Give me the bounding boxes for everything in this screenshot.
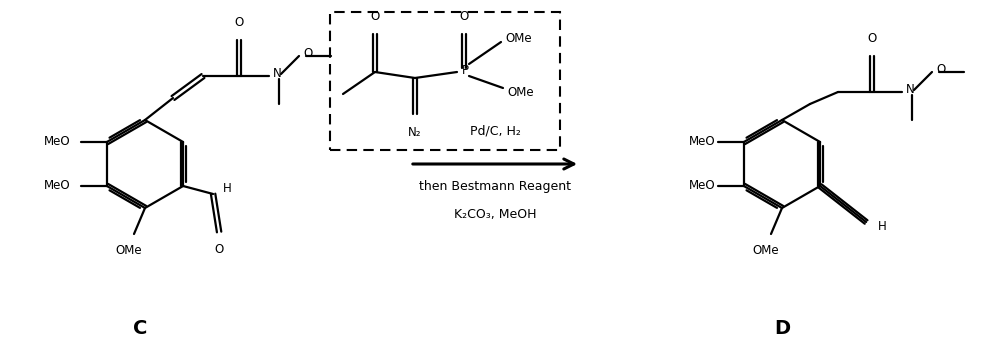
Text: MeO: MeO — [44, 135, 71, 148]
Text: K₂CO₃, MeOH: K₂CO₃, MeOH — [454, 208, 536, 221]
Text: O: O — [867, 32, 877, 45]
Text: O: O — [936, 64, 945, 77]
Text: N: N — [906, 83, 915, 96]
Text: MeO: MeO — [44, 180, 71, 193]
Text: O: O — [459, 10, 469, 23]
Text: C: C — [133, 318, 147, 338]
Text: then Bestmann Reagent: then Bestmann Reagent — [419, 180, 571, 193]
Text: N: N — [273, 67, 282, 80]
Text: H: H — [223, 183, 232, 196]
Text: N₂: N₂ — [408, 126, 422, 139]
Text: Pd/C, H₂: Pd/C, H₂ — [470, 125, 520, 138]
Text: H: H — [878, 220, 887, 233]
Text: OMe: OMe — [505, 31, 532, 44]
Text: O: O — [214, 243, 224, 256]
Text: MeO: MeO — [689, 180, 716, 193]
Text: OMe: OMe — [507, 86, 534, 98]
Text: MeO: MeO — [689, 135, 716, 148]
Text: O: O — [303, 48, 312, 61]
Text: D: D — [774, 318, 790, 338]
Text: OMe: OMe — [753, 244, 779, 257]
Text: P: P — [462, 64, 469, 77]
Text: OMe: OMe — [116, 244, 142, 257]
Text: O: O — [234, 16, 244, 29]
Text: O: O — [370, 10, 380, 23]
